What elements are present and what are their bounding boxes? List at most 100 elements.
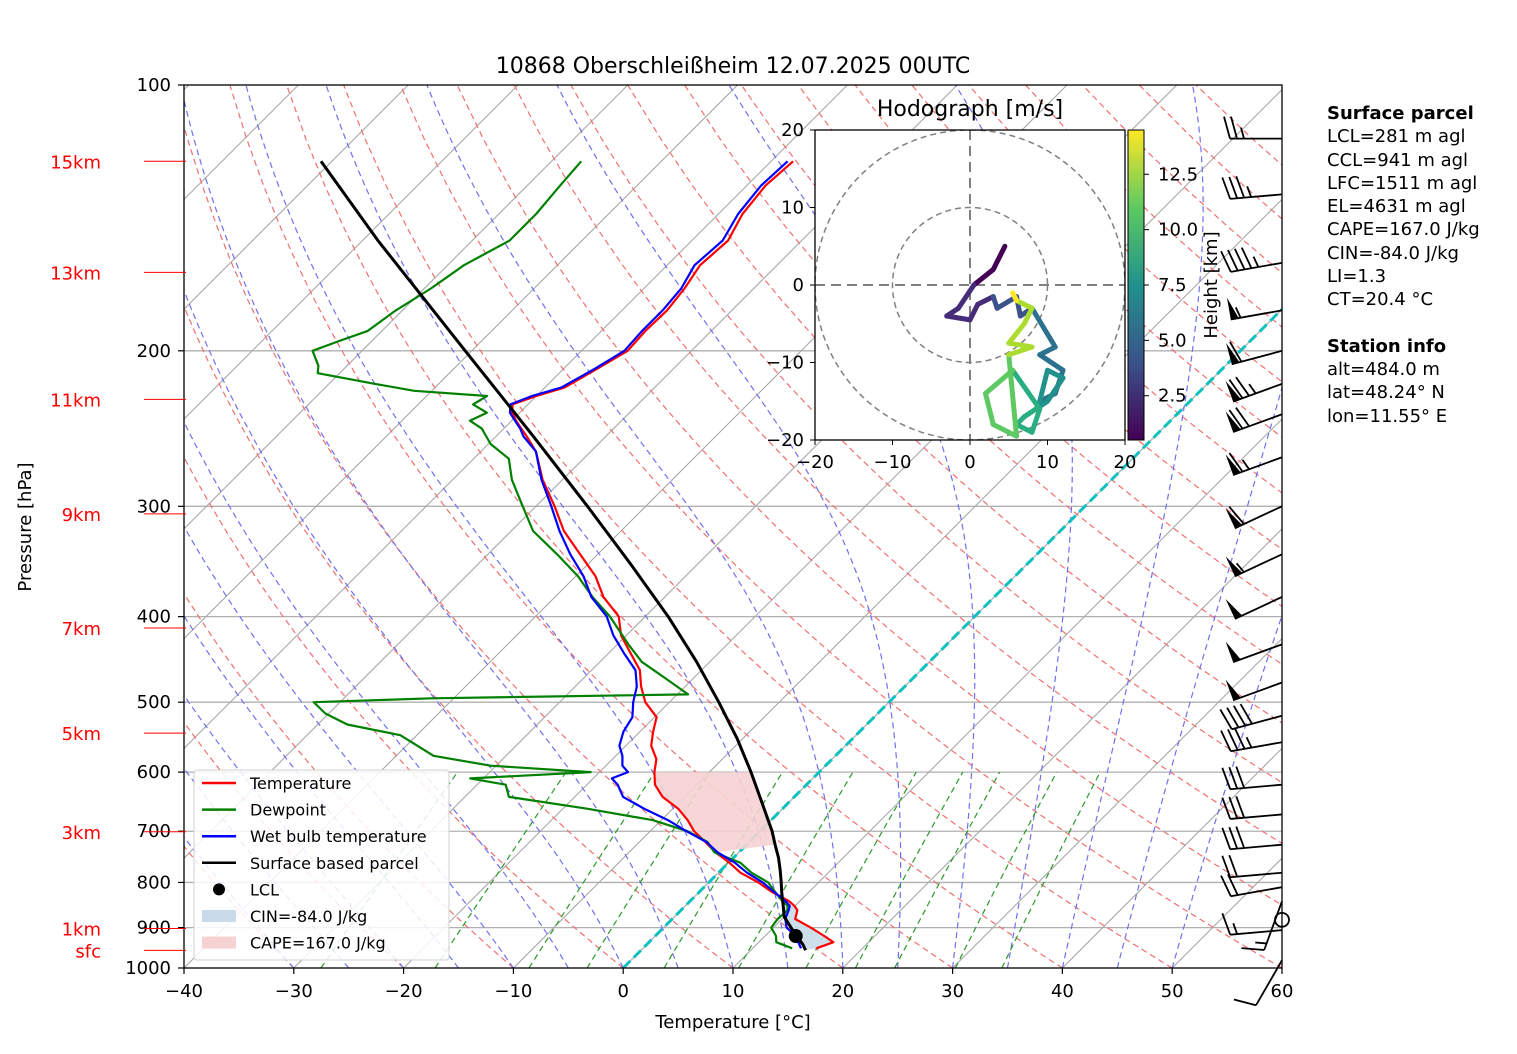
hodograph-segment [1006, 352, 1019, 439]
hodograph-y-tick-label: 10 [781, 198, 804, 219]
x-tick-label: 30 [941, 981, 964, 1002]
y-tick-label: 800 [137, 872, 171, 893]
legend-label: LCL [250, 880, 279, 899]
hodograph-x-tick-label: 20 [1114, 452, 1137, 473]
height-label: sfc [75, 941, 101, 962]
hodograph-x-tick-label: 10 [1036, 452, 1059, 473]
wind-barb-pennant [1225, 556, 1243, 577]
station-info-header: Station info [1327, 335, 1447, 357]
dry-adiabat [286, 85, 1063, 968]
wind-barb-shaft [1263, 900, 1283, 951]
wind-barb-pennant [1225, 411, 1241, 433]
wind-barb [1225, 376, 1283, 403]
wind-barb [1225, 641, 1283, 663]
wind-barb-pennant [1225, 598, 1243, 619]
wind-barb-shaft [1230, 783, 1283, 791]
wind-barb-shaft [1234, 505, 1283, 530]
wind-barb-full [1235, 826, 1245, 849]
wind-barb [1221, 912, 1283, 936]
wind-barb-shaft [1230, 813, 1283, 820]
isotherm-line [513, 198, 1282, 968]
hodograph-segment [971, 267, 996, 288]
y-tick-label: 500 [137, 692, 171, 713]
wind-barb-shaft [1232, 643, 1283, 663]
hodograph-segment [967, 301, 981, 323]
wind-barb-half [1234, 307, 1242, 319]
moist-adiabat [426, 85, 844, 968]
x-axis-label: Temperature [°C] [654, 1012, 810, 1033]
moist-adiabat [728, 85, 976, 968]
hodograph-segment [1029, 406, 1043, 435]
legend-label: Wet bulb temperature [250, 827, 427, 846]
dry-adiabat [399, 85, 1282, 968]
height-label: 13km [50, 263, 101, 284]
wind-barb-shaft [1230, 309, 1283, 321]
wind-barb-full [1233, 998, 1257, 1007]
legend-swatch [202, 910, 236, 922]
x-tick-label: 50 [1161, 981, 1184, 1002]
hodograph-segment [1021, 305, 1035, 327]
parcel-ccl: CCL=941 m agl [1327, 149, 1469, 171]
wind-barb-full [1239, 703, 1253, 725]
station-alt: alt=484.0 m [1327, 358, 1440, 380]
chart-title: 10868 Oberschleißheim 12.07.2025 00UTC [496, 54, 971, 79]
hodograph-segment [1037, 344, 1058, 358]
moist-adiabat [325, 85, 789, 968]
wind-barb-full [1221, 855, 1232, 878]
wetbulb-line [508, 160, 803, 949]
hodograph-segment [1014, 298, 1035, 311]
hodograph-segment [990, 243, 1008, 272]
wind-barb-full [1228, 506, 1245, 525]
isotherm-line [184, 85, 848, 750]
parcel-el: EL=4631 m agl [1327, 196, 1466, 218]
legend-label: CIN=-84.0 J/kg [250, 907, 367, 926]
wind-barb-shaft [1230, 843, 1283, 851]
wind-barb [1225, 452, 1283, 476]
hodograph-y-tick-label: 0 [793, 275, 804, 296]
mixing-ratio-line [1001, 771, 1101, 968]
mixing-ratio-line [528, 771, 656, 968]
moist-adiabat [184, 420, 569, 968]
wind-barb-full [1228, 826, 1239, 849]
legend-box [193, 769, 450, 961]
wind-barb-half [1255, 941, 1267, 945]
wind-barb-full [1220, 875, 1232, 897]
hodograph-segment [975, 294, 996, 307]
wind-barb-full [1220, 730, 1232, 752]
freezing-isotherm [622, 307, 1282, 968]
wind-barb-pennant [1225, 380, 1241, 402]
wind-barb-full [1235, 407, 1250, 427]
wind-barb-full [1235, 796, 1245, 819]
wind-barb-half [1248, 383, 1257, 394]
hodograph-segment [1010, 290, 1019, 303]
wind-barb [1220, 247, 1283, 273]
x-tick-label: −40 [165, 981, 203, 1002]
isotherm-line [842, 528, 1282, 968]
wind-barb-full [1220, 250, 1232, 273]
isotherm-line [732, 418, 1282, 968]
wind-barb-half [1235, 562, 1245, 573]
wind-barb-full [1221, 797, 1232, 820]
y-tick-label: 1000 [125, 958, 171, 979]
wind-barb-full [1233, 705, 1247, 727]
dry-adiabat [184, 305, 734, 968]
y-tick-label: 300 [137, 496, 171, 517]
wind-barb [1221, 766, 1283, 791]
dry-adiabat [854, 85, 1282, 494]
isotherm-line [184, 85, 629, 530]
height-label: 1km [62, 919, 101, 940]
wind-barb-full [1235, 766, 1245, 789]
hodograph-y-tick-label: −20 [766, 430, 804, 451]
height-label: 15km [50, 152, 101, 173]
wind-barb-half [1246, 186, 1252, 198]
y-tick-label: 200 [137, 341, 171, 362]
moist-adiabat [184, 97, 679, 968]
legend-label: Temperature [249, 774, 351, 793]
wind-barb-full [1228, 379, 1244, 399]
isotherm-line [184, 85, 409, 310]
hodograph-y-tick-label: −10 [766, 353, 804, 374]
wind-barb-full [1227, 873, 1239, 896]
legend-swatch [202, 936, 236, 949]
dry-adiabat [184, 123, 844, 968]
